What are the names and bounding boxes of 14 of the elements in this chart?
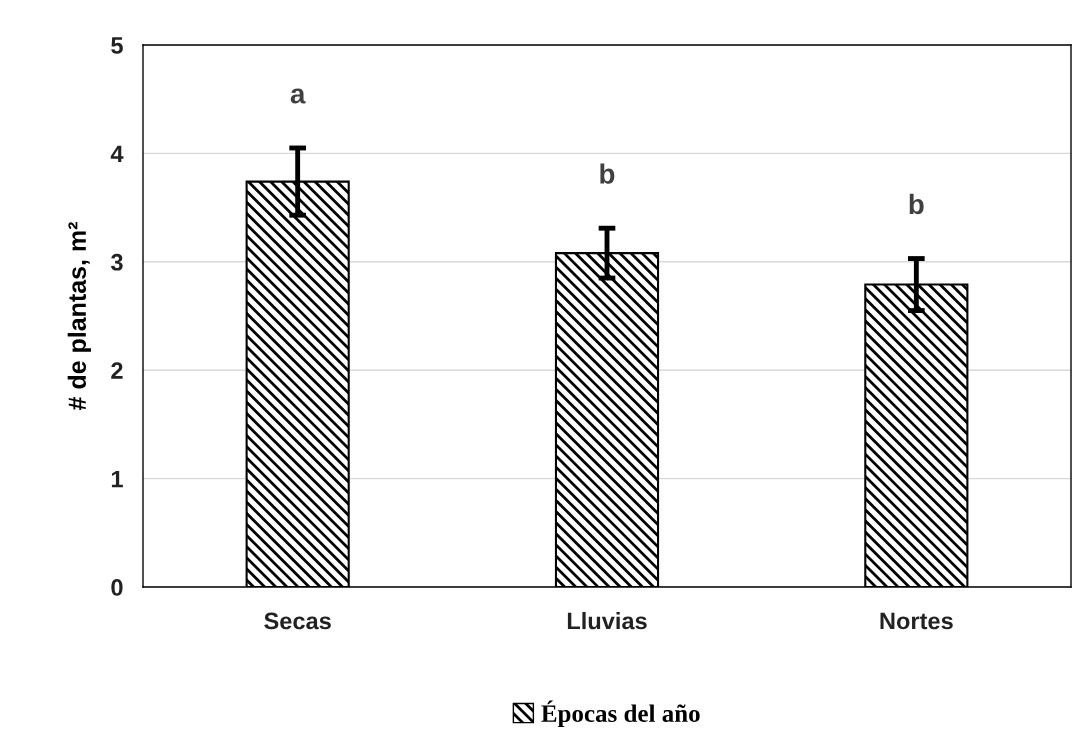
y-tick-label: 3 — [110, 253, 123, 271]
legend-label: Épocas del año — [541, 700, 700, 728]
y-axis-title: # de plantas, m² — [67, 222, 91, 411]
x-tick-label: Secas — [264, 612, 331, 630]
x-tick-label: Lluvias — [567, 612, 647, 630]
y-tick-label: 0 — [111, 579, 123, 596]
y-tick-label: 1 — [111, 470, 123, 488]
y-tick-label: 4 — [110, 145, 124, 162]
annotation: b — [909, 193, 924, 215]
annotation: a — [290, 88, 306, 104]
annotation: b — [600, 163, 615, 184]
x-tick-label: Nortes — [880, 612, 953, 630]
y-tick-label: 2 — [111, 362, 123, 379]
y-tick-label: 5 — [111, 37, 123, 54]
